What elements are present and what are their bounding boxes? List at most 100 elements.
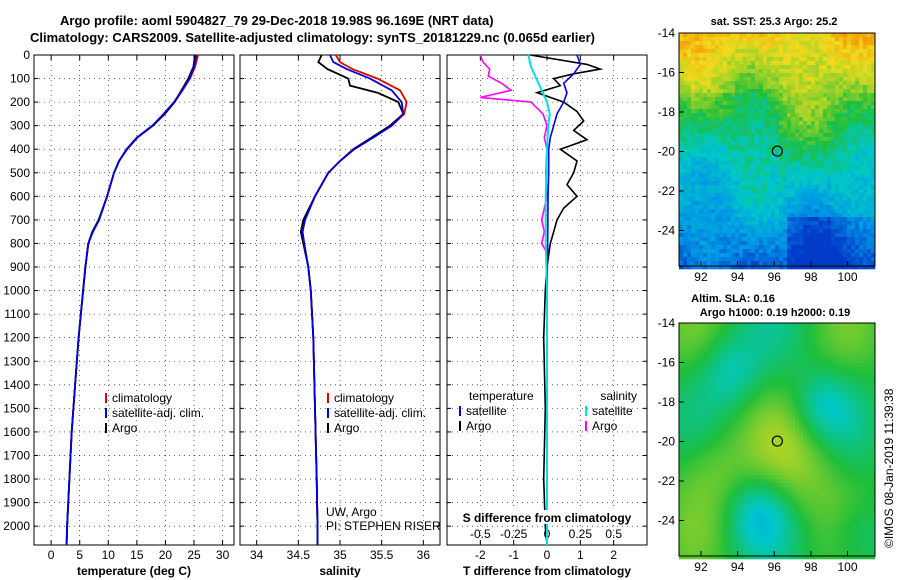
map-cell xyxy=(823,45,828,50)
map-cell xyxy=(695,241,700,246)
map-cell xyxy=(699,177,704,182)
depth-tick-label: 900 xyxy=(10,260,30,274)
map-cell xyxy=(767,53,772,58)
map-cell xyxy=(851,423,856,428)
map-cell xyxy=(787,355,792,360)
map-cell xyxy=(771,89,776,94)
map-cell xyxy=(751,379,756,384)
map-cell xyxy=(779,375,784,380)
map-cell xyxy=(719,327,724,332)
map-cell xyxy=(847,133,852,138)
map-cell xyxy=(703,229,708,234)
map-cell xyxy=(823,265,828,270)
map-cell xyxy=(807,89,812,94)
map-cell xyxy=(835,411,840,416)
depth-tick-label: 800 xyxy=(10,236,30,250)
map-cell xyxy=(855,407,860,412)
map-cell xyxy=(827,379,832,384)
map-cell xyxy=(827,375,832,380)
map-cell xyxy=(859,443,864,448)
map-cell xyxy=(771,225,776,230)
map-cell xyxy=(727,253,732,258)
map-cell xyxy=(819,65,824,70)
map-cell xyxy=(795,181,800,186)
map-cell xyxy=(851,49,856,54)
map-cell xyxy=(699,447,704,452)
map-cell xyxy=(739,129,744,134)
map-cell xyxy=(739,197,744,202)
map-cell xyxy=(759,359,764,364)
map-cell xyxy=(835,217,840,222)
map-cell xyxy=(811,363,816,368)
map-cell xyxy=(679,335,684,340)
map-cell xyxy=(819,121,824,126)
map-cell xyxy=(691,323,696,328)
map-cell xyxy=(679,343,684,348)
map-cell xyxy=(779,149,784,154)
map-cell xyxy=(751,221,756,226)
map-cell xyxy=(839,233,844,238)
map-cell xyxy=(715,459,720,464)
map-cell xyxy=(723,363,728,368)
map-cell xyxy=(707,423,712,428)
map-cell xyxy=(851,249,856,254)
map-cell xyxy=(823,379,828,384)
map-cell xyxy=(855,85,860,90)
map-cell xyxy=(811,105,816,110)
map-cell xyxy=(703,145,708,150)
map-cell xyxy=(851,169,856,174)
map-cell xyxy=(743,383,748,388)
map-cell xyxy=(695,229,700,234)
map-cell xyxy=(727,323,732,328)
map-cell xyxy=(719,205,724,210)
map-cell xyxy=(771,431,776,436)
map-cell xyxy=(763,101,768,106)
map-cell xyxy=(823,229,828,234)
map-cell xyxy=(759,145,764,150)
map-cell xyxy=(747,201,752,206)
map-cell xyxy=(707,109,712,114)
map-cell xyxy=(731,237,736,242)
map-cell xyxy=(843,435,848,440)
map-cell xyxy=(695,213,700,218)
map-cell xyxy=(695,399,700,404)
map-cell xyxy=(843,65,848,70)
map-cell xyxy=(715,347,720,352)
map-cell xyxy=(787,189,792,194)
map-cell xyxy=(723,125,728,130)
map-cell xyxy=(779,379,784,384)
map-cell xyxy=(771,125,776,130)
map-cell xyxy=(859,93,864,98)
map-cell xyxy=(787,335,792,340)
map-cell xyxy=(703,265,708,270)
map-cell xyxy=(787,383,792,388)
map-cell xyxy=(691,399,696,404)
map-cell xyxy=(767,141,772,146)
map-cell xyxy=(843,133,848,138)
map-cell xyxy=(795,265,800,270)
map-cell xyxy=(759,153,764,158)
map-cell xyxy=(795,129,800,134)
map-cell xyxy=(867,391,872,396)
map-cell xyxy=(799,205,804,210)
map-cell xyxy=(735,237,740,242)
map-cell xyxy=(847,33,852,38)
map-cell xyxy=(787,129,792,134)
map-cell xyxy=(691,395,696,400)
map-cell xyxy=(783,257,788,262)
map-cell xyxy=(827,395,832,400)
map-cell xyxy=(823,97,828,102)
map-cell xyxy=(715,213,720,218)
map-cell xyxy=(775,45,780,50)
map-cell xyxy=(807,427,812,432)
map-cell xyxy=(683,221,688,226)
map-cell xyxy=(731,233,736,238)
map-cell xyxy=(791,89,796,94)
map-cell xyxy=(783,439,788,444)
map-cell xyxy=(823,403,828,408)
map-cell xyxy=(691,351,696,356)
map-cell xyxy=(759,181,764,186)
map-cell xyxy=(867,403,872,408)
map-cell xyxy=(831,237,836,242)
